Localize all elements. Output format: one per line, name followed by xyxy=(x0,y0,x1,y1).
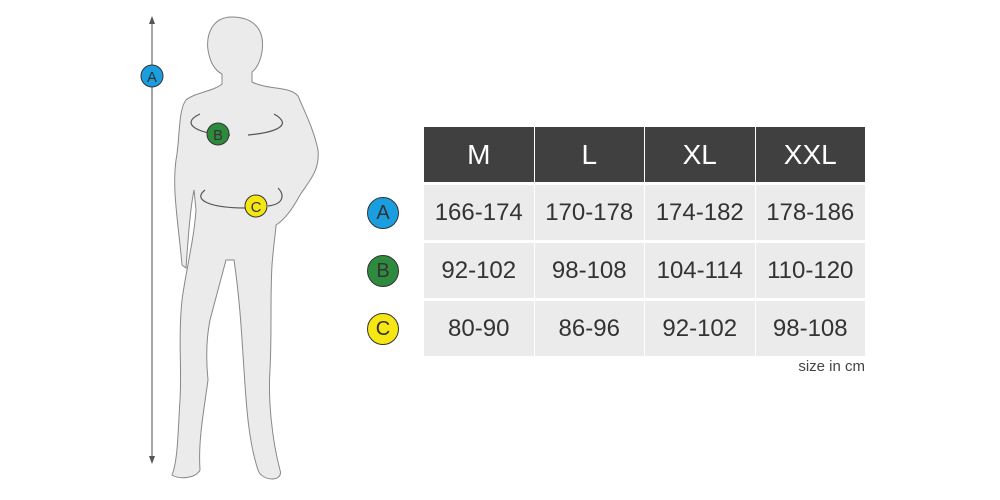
arrow-down-icon xyxy=(149,456,155,464)
table-row: 92-102 98-108 104-114 110-120 xyxy=(424,243,865,298)
svg-text:A: A xyxy=(147,69,157,86)
marker-c xyxy=(244,194,268,218)
waist-measure-line xyxy=(200,187,283,209)
header-xl: XL xyxy=(645,127,755,182)
svg-text:C: C xyxy=(251,199,262,216)
arrow-up-icon xyxy=(149,16,155,24)
svg-text:B: B xyxy=(213,127,223,144)
cell: 166-174 xyxy=(424,185,534,240)
header-l: L xyxy=(534,127,644,182)
cell: 174-182 xyxy=(645,185,755,240)
table-row: 80-90 86-96 92-102 98-108 xyxy=(424,301,865,356)
unit-note: size in cm xyxy=(798,358,865,375)
cell: 86-96 xyxy=(534,301,644,356)
body-figure: A B C xyxy=(140,16,319,480)
cell: 178-186 xyxy=(755,185,865,240)
cell: 92-102 xyxy=(424,243,534,298)
cell: 92-102 xyxy=(645,301,755,356)
silhouette xyxy=(171,16,319,480)
row-marker-c: C xyxy=(367,313,399,345)
header-xxl: XXL xyxy=(755,127,865,182)
cell: 80-90 xyxy=(424,301,534,356)
marker-a xyxy=(140,64,164,88)
header-m: M xyxy=(424,127,534,182)
table-row: 166-174 170-178 174-182 178-186 xyxy=(424,185,865,240)
cell: 98-108 xyxy=(755,301,865,356)
cell: 98-108 xyxy=(534,243,644,298)
row-marker-a: A xyxy=(367,197,399,229)
cell: 104-114 xyxy=(645,243,755,298)
cell: 110-120 xyxy=(755,243,865,298)
marker-b xyxy=(206,122,230,146)
row-marker-b: B xyxy=(367,255,399,287)
cell: 170-178 xyxy=(534,185,644,240)
size-table: M L XL XXL 166-174 170-178 174-182 178-1… xyxy=(424,127,865,359)
header-row: M L XL XXL xyxy=(424,127,865,182)
